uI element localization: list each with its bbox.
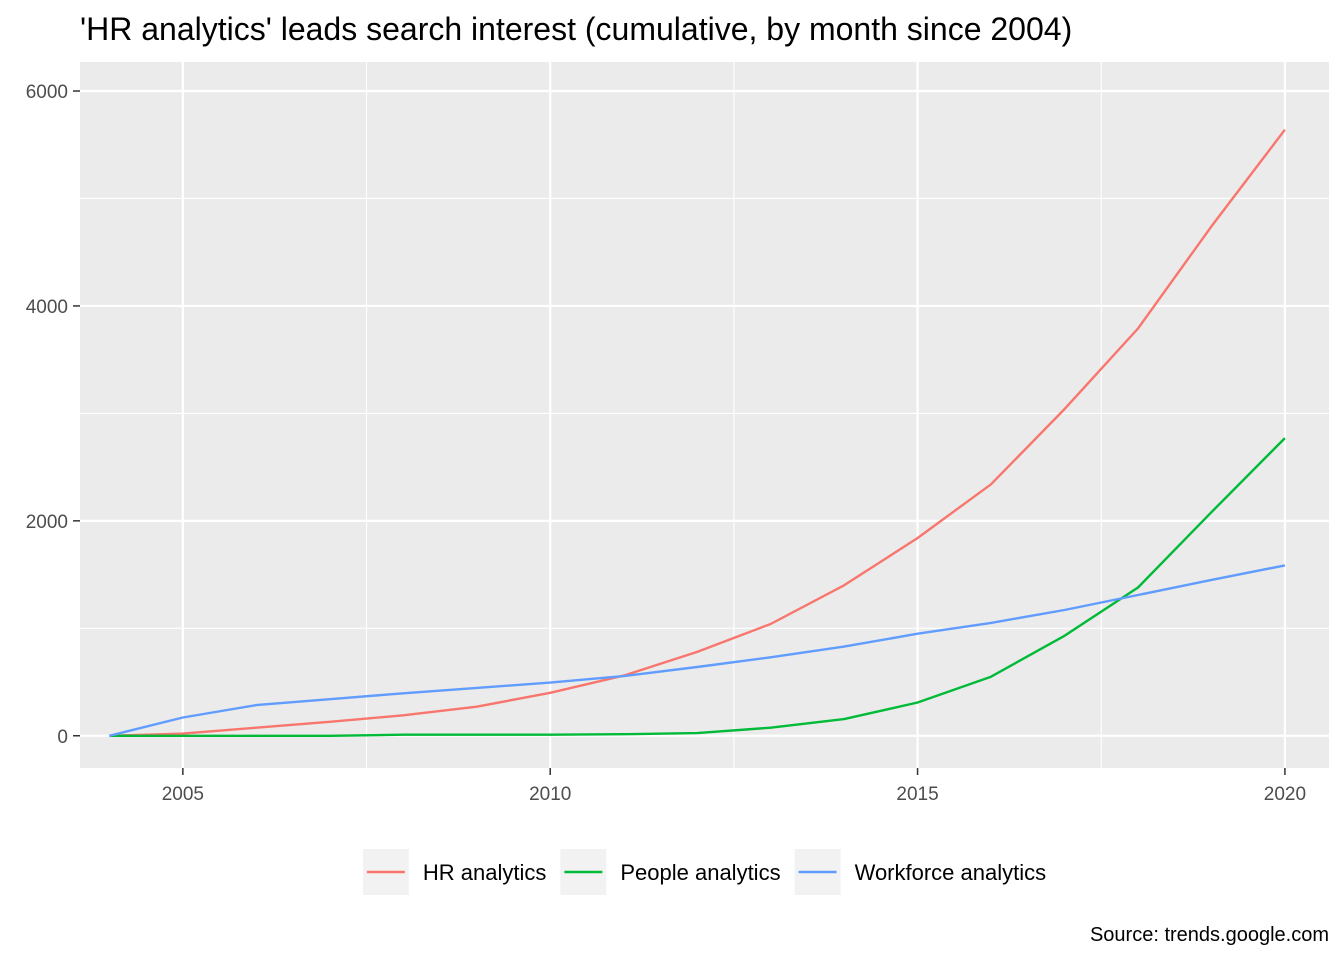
series-line-workforce-analytics bbox=[109, 564, 1286, 737]
chart-caption: Source: trends.google.com bbox=[1090, 924, 1329, 946]
y-tick-label: 0 bbox=[57, 727, 68, 748]
legend-label: Workforce analytics bbox=[855, 860, 1047, 885]
x-tick-label: 2005 bbox=[162, 784, 204, 805]
y-tick-label: 6000 bbox=[26, 82, 68, 103]
series-line-hr-analytics bbox=[109, 128, 1286, 737]
legend-label: HR analytics bbox=[423, 860, 546, 885]
series-line-people-analytics bbox=[109, 437, 1286, 737]
legend: HR analytics People analytics Workforce an… bbox=[362, 849, 1047, 895]
y-tick-label: 2000 bbox=[26, 512, 68, 533]
legend-label: People analytics bbox=[620, 860, 780, 885]
y-axis: 0 2000 4000 6000 bbox=[26, 82, 80, 748]
plot-panel bbox=[80, 62, 1329, 768]
x-tick-label: 2010 bbox=[529, 784, 571, 805]
x-tick-label: 2020 bbox=[1264, 784, 1306, 805]
chart-title: 'HR analytics' leads search interest (cu… bbox=[80, 11, 1072, 47]
x-tick-label: 2015 bbox=[896, 784, 938, 805]
y-tick-label: 4000 bbox=[26, 297, 68, 318]
x-axis: 2005 2010 2015 2020 bbox=[162, 768, 1306, 805]
grid-minor bbox=[80, 62, 1329, 768]
series-lines bbox=[109, 128, 1286, 737]
